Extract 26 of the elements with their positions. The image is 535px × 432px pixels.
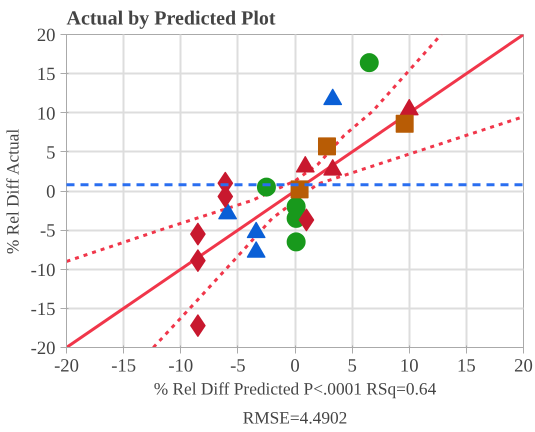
text: RMSE=4.4902 [242, 408, 348, 428]
y-axis-title: % Rel Diff Actual [4, 128, 23, 254]
x-tick-label: -10 [168, 356, 194, 376]
y-tick-label: 10 [36, 103, 56, 124]
x-tick-label: -5 [230, 356, 246, 376]
point [286, 232, 306, 252]
point [318, 137, 336, 156]
y-tick-label: 0 [46, 182, 56, 202]
y-tick-label: -15 [30, 298, 56, 320]
y-tick-label: 20 [36, 25, 56, 46]
y-tick-label: -5 [40, 220, 56, 242]
point [360, 53, 379, 72]
x-tick-label: 15 [457, 356, 476, 376]
point [256, 178, 276, 197]
y-tick-label: 15 [36, 64, 56, 86]
point [396, 114, 414, 133]
chart-title: Actual by Predicted Plot [66, 8, 276, 30]
y-tick-label: -20 [30, 338, 56, 359]
x-tick-label: 20 [514, 356, 533, 376]
y-tick-label: -10 [30, 260, 56, 281]
x-tick-label: 5 [347, 356, 357, 376]
y-tick-label: 5 [46, 142, 56, 164]
x-tick-label: -15 [111, 356, 136, 376]
x-tick-label: 10 [400, 356, 419, 376]
x-axis-title: % Rel Diff Predicted P<.0001 RSq=0.64 [154, 380, 437, 398]
x-tick-label: 0 [290, 356, 300, 376]
